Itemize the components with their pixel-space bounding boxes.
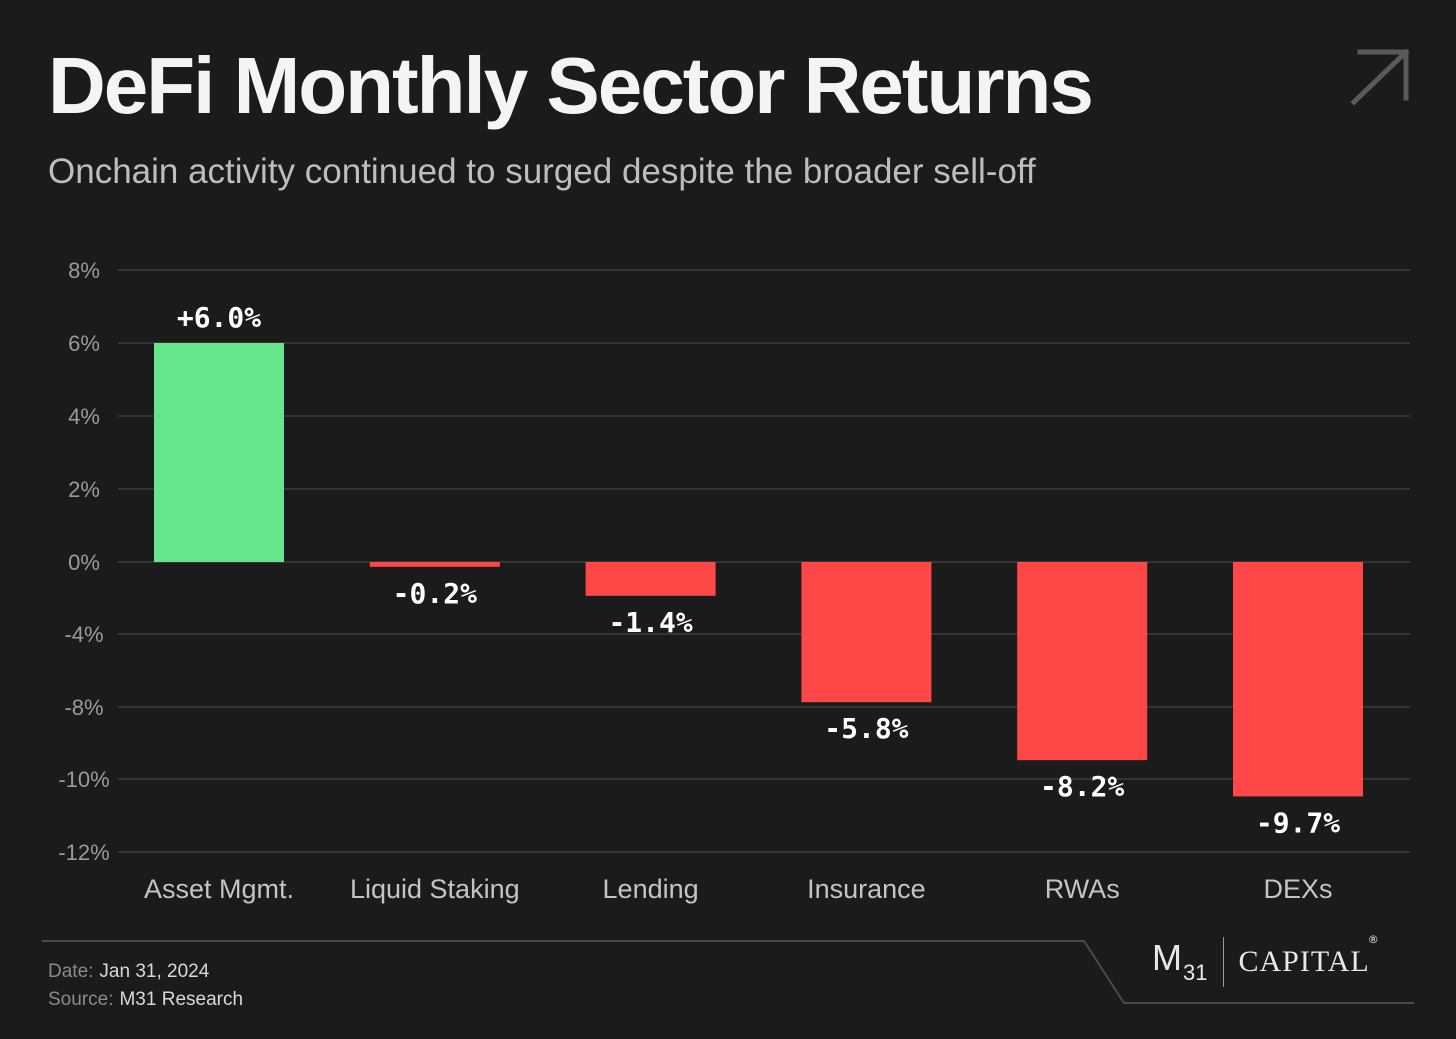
x-tick-label: DEXs xyxy=(1263,874,1332,904)
x-tick-label: Insurance xyxy=(807,874,926,904)
m31-capital-logo: M31 CAPITAL ® xyxy=(1152,933,1380,988)
chart-title: DeFi Monthly Sector Returns xyxy=(48,41,1094,130)
bar xyxy=(585,562,716,596)
y-tick-label: -4% xyxy=(64,622,103,647)
footer-meta: Date: Jan 31, 2024 Source: M31 Research xyxy=(48,958,243,1014)
logo-divider xyxy=(1223,937,1225,987)
logo-m: M31 xyxy=(1152,937,1208,985)
y-tick-label: -8% xyxy=(64,695,103,720)
y-tick-label: 0% xyxy=(68,550,100,575)
y-tick-label: 8% xyxy=(68,258,100,283)
bar xyxy=(1017,562,1148,761)
data-label: -5.8% xyxy=(824,712,908,745)
chart-subtitle: Onchain activity continued to surged des… xyxy=(48,152,1036,191)
bar xyxy=(154,343,284,562)
bar xyxy=(369,562,500,567)
x-tick-label: Asset Mgmt. xyxy=(144,874,294,904)
source-value: M31 Research xyxy=(119,989,244,1010)
y-tick-label: 2% xyxy=(68,477,100,502)
data-label: -8.2% xyxy=(1040,770,1124,803)
date-key: Date: xyxy=(48,961,94,982)
x-tick-label: Lending xyxy=(603,874,699,904)
registered-mark: ® xyxy=(1367,933,1380,946)
x-tick-label: Liquid Staking xyxy=(350,874,520,904)
data-label: -9.7% xyxy=(1256,806,1340,839)
bar xyxy=(801,562,932,703)
y-tick-label: -10% xyxy=(58,767,109,792)
logo-capital: CAPITAL ® xyxy=(1238,933,1380,978)
footer-date: Date: Jan 31, 2024 xyxy=(48,958,243,986)
data-label: -0.2% xyxy=(393,577,477,610)
data-label: -1.4% xyxy=(608,606,692,639)
date-value: Jan 31, 2024 xyxy=(99,961,210,982)
arrow-up-right-icon xyxy=(1350,48,1410,106)
footer-source: Source: M31 Research xyxy=(48,986,243,1014)
y-tick-label: -12% xyxy=(58,840,109,865)
logo-sub: 31 xyxy=(1183,960,1208,985)
x-tick-label: RWAs xyxy=(1045,874,1120,904)
y-tick-label: 6% xyxy=(68,331,100,356)
data-label: +6.0% xyxy=(177,301,261,334)
source-key: Source: xyxy=(48,989,114,1010)
y-tick-label: 4% xyxy=(68,404,100,429)
bar xyxy=(1233,562,1363,797)
